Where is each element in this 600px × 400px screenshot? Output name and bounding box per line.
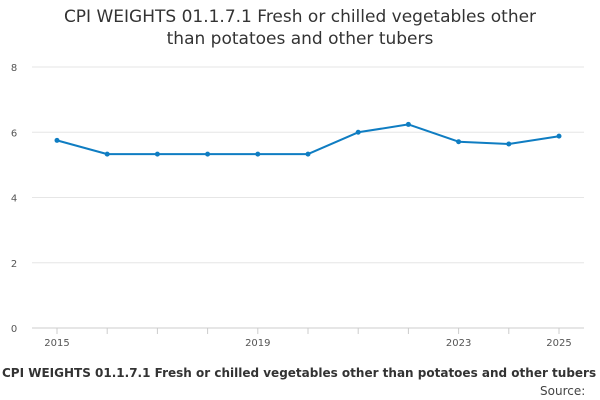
data-point <box>205 151 211 157</box>
data-point <box>355 129 361 135</box>
x-tick-label: 2015 <box>44 338 69 349</box>
data-point <box>405 121 411 127</box>
data-point <box>305 151 311 157</box>
y-tick-label: 6 <box>11 128 17 139</box>
x-tick-label: 2019 <box>245 338 270 349</box>
y-tick-label: 8 <box>11 63 17 74</box>
series-line <box>56 123 560 156</box>
data-point <box>255 151 261 157</box>
data-point <box>54 137 60 143</box>
y-tick-label: 2 <box>11 259 17 270</box>
data-point <box>456 139 462 145</box>
y-tick-label: 0 <box>11 324 17 335</box>
data-point <box>556 133 562 139</box>
data-point <box>506 141 512 147</box>
chart-title: CPI WEIGHTS 01.1.7.1 Fresh or chilled ve… <box>63 7 537 49</box>
data-point <box>154 151 160 157</box>
chart-caption: CPI WEIGHTS 01.1.7.1 Fresh or chilled ve… <box>2 366 597 380</box>
x-tick-label: 2023 <box>446 338 471 349</box>
y-tick-label: 4 <box>11 194 17 205</box>
x-tick-label: 2025 <box>546 338 571 349</box>
data-point <box>104 151 110 157</box>
source-label: Source: <box>540 384 586 398</box>
